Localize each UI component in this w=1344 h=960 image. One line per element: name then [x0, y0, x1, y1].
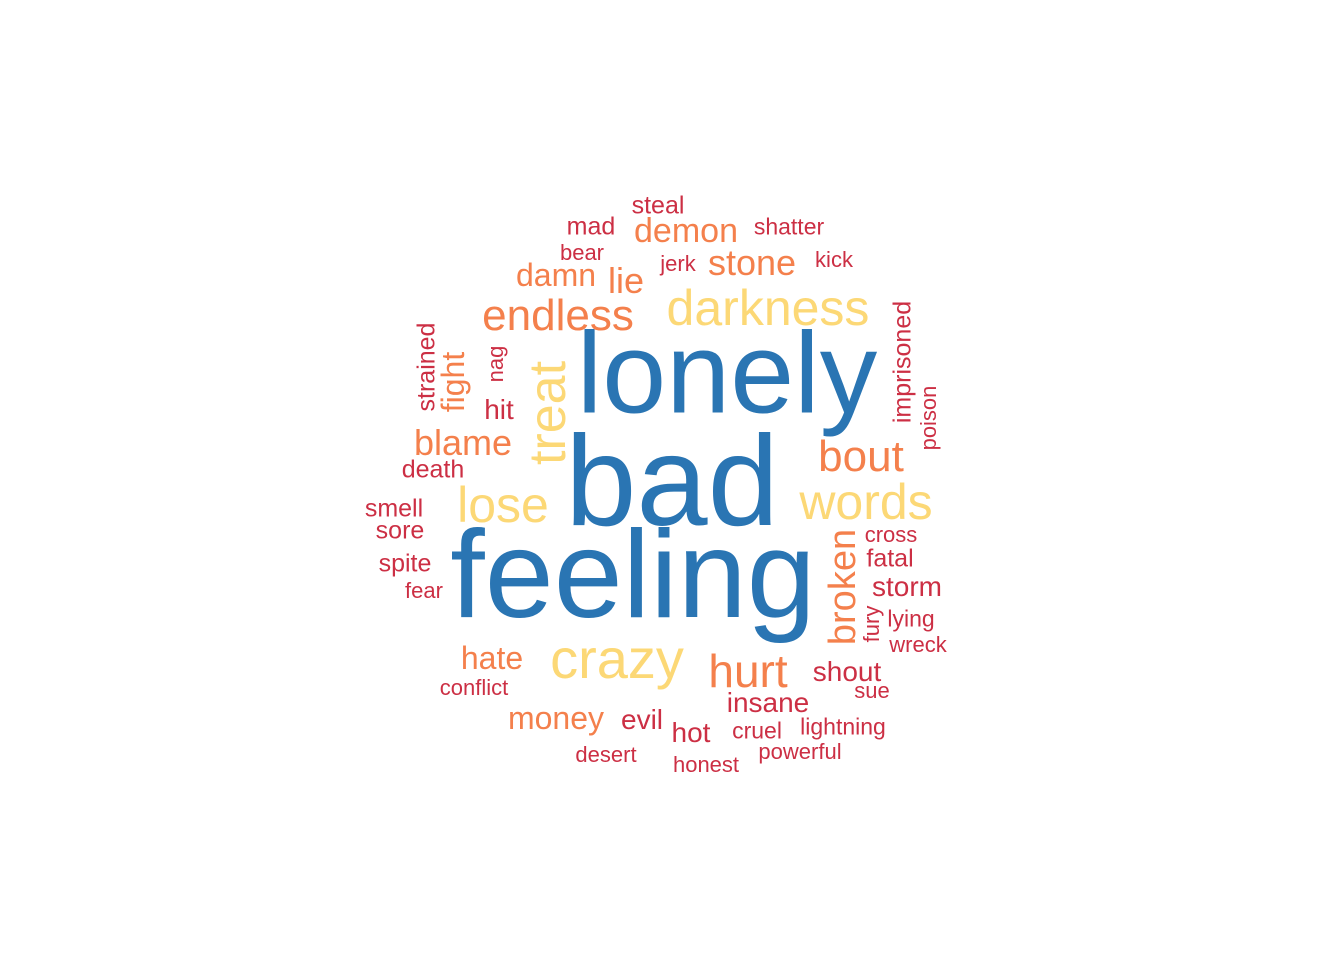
word-hot: hot: [671, 717, 711, 748]
word-crazy: crazy: [550, 627, 684, 690]
word-feeling: feeling: [450, 506, 816, 644]
word-bad: bad: [565, 410, 779, 553]
word-sue: sue: [854, 678, 890, 703]
word-cruel: cruel: [732, 717, 782, 744]
word-endless: endless: [482, 291, 634, 340]
word-poison: poison: [916, 385, 941, 451]
word-lonely: lonely: [576, 309, 878, 438]
word-lying: lying: [887, 605, 935, 632]
word-evil: evil: [620, 704, 664, 735]
word-shatter: shatter: [753, 213, 825, 240]
word-hate: hate: [460, 640, 524, 676]
word-strained: strained: [412, 322, 441, 412]
word-bear: bear: [559, 240, 605, 265]
word-spite: spite: [378, 549, 432, 578]
word-smell: smell: [364, 494, 424, 523]
word-fight: fight: [435, 351, 471, 413]
word-death: death: [401, 455, 465, 484]
word-mad: mad: [566, 212, 616, 241]
word-cross: cross: [864, 522, 918, 547]
word-fury: fury: [859, 605, 884, 643]
word-steal: steal: [631, 191, 685, 220]
word-stone: stone: [707, 242, 797, 283]
word-nag: nag: [483, 345, 508, 383]
word-hit: hit: [484, 394, 514, 425]
word-storm: storm: [872, 571, 942, 602]
word-blame: blame: [413, 422, 513, 463]
word-darkness: darkness: [666, 280, 870, 336]
word-damn: damn: [515, 257, 597, 293]
word-bout: bout: [818, 432, 904, 481]
word-powerful: powerful: [758, 739, 842, 764]
word-insane: insane: [726, 687, 810, 718]
word-desert: desert: [575, 742, 637, 767]
word-money: money: [507, 700, 605, 736]
word-kick: kick: [815, 247, 853, 272]
word-broken: broken: [822, 528, 864, 646]
word-words: words: [799, 474, 933, 530]
word-hurt: hurt: [708, 645, 788, 697]
word-lose: lose: [457, 477, 549, 533]
word-wreck: wreck: [889, 632, 947, 657]
word-shout: shout: [812, 656, 882, 687]
word-treat: treat: [519, 360, 577, 466]
word-jerk: jerk: [660, 251, 696, 276]
word-imprisoned: imprisoned: [888, 300, 917, 424]
word-conflict: conflict: [439, 675, 509, 700]
word-lightning: lightning: [800, 713, 886, 740]
word-lie: lie: [607, 260, 645, 301]
word-fatal: fatal: [866, 544, 914, 573]
word-fear: fear: [405, 578, 443, 603]
word-sore: sore: [375, 516, 425, 545]
word-honest: honest: [672, 752, 740, 777]
word-demon: demon: [634, 212, 738, 250]
